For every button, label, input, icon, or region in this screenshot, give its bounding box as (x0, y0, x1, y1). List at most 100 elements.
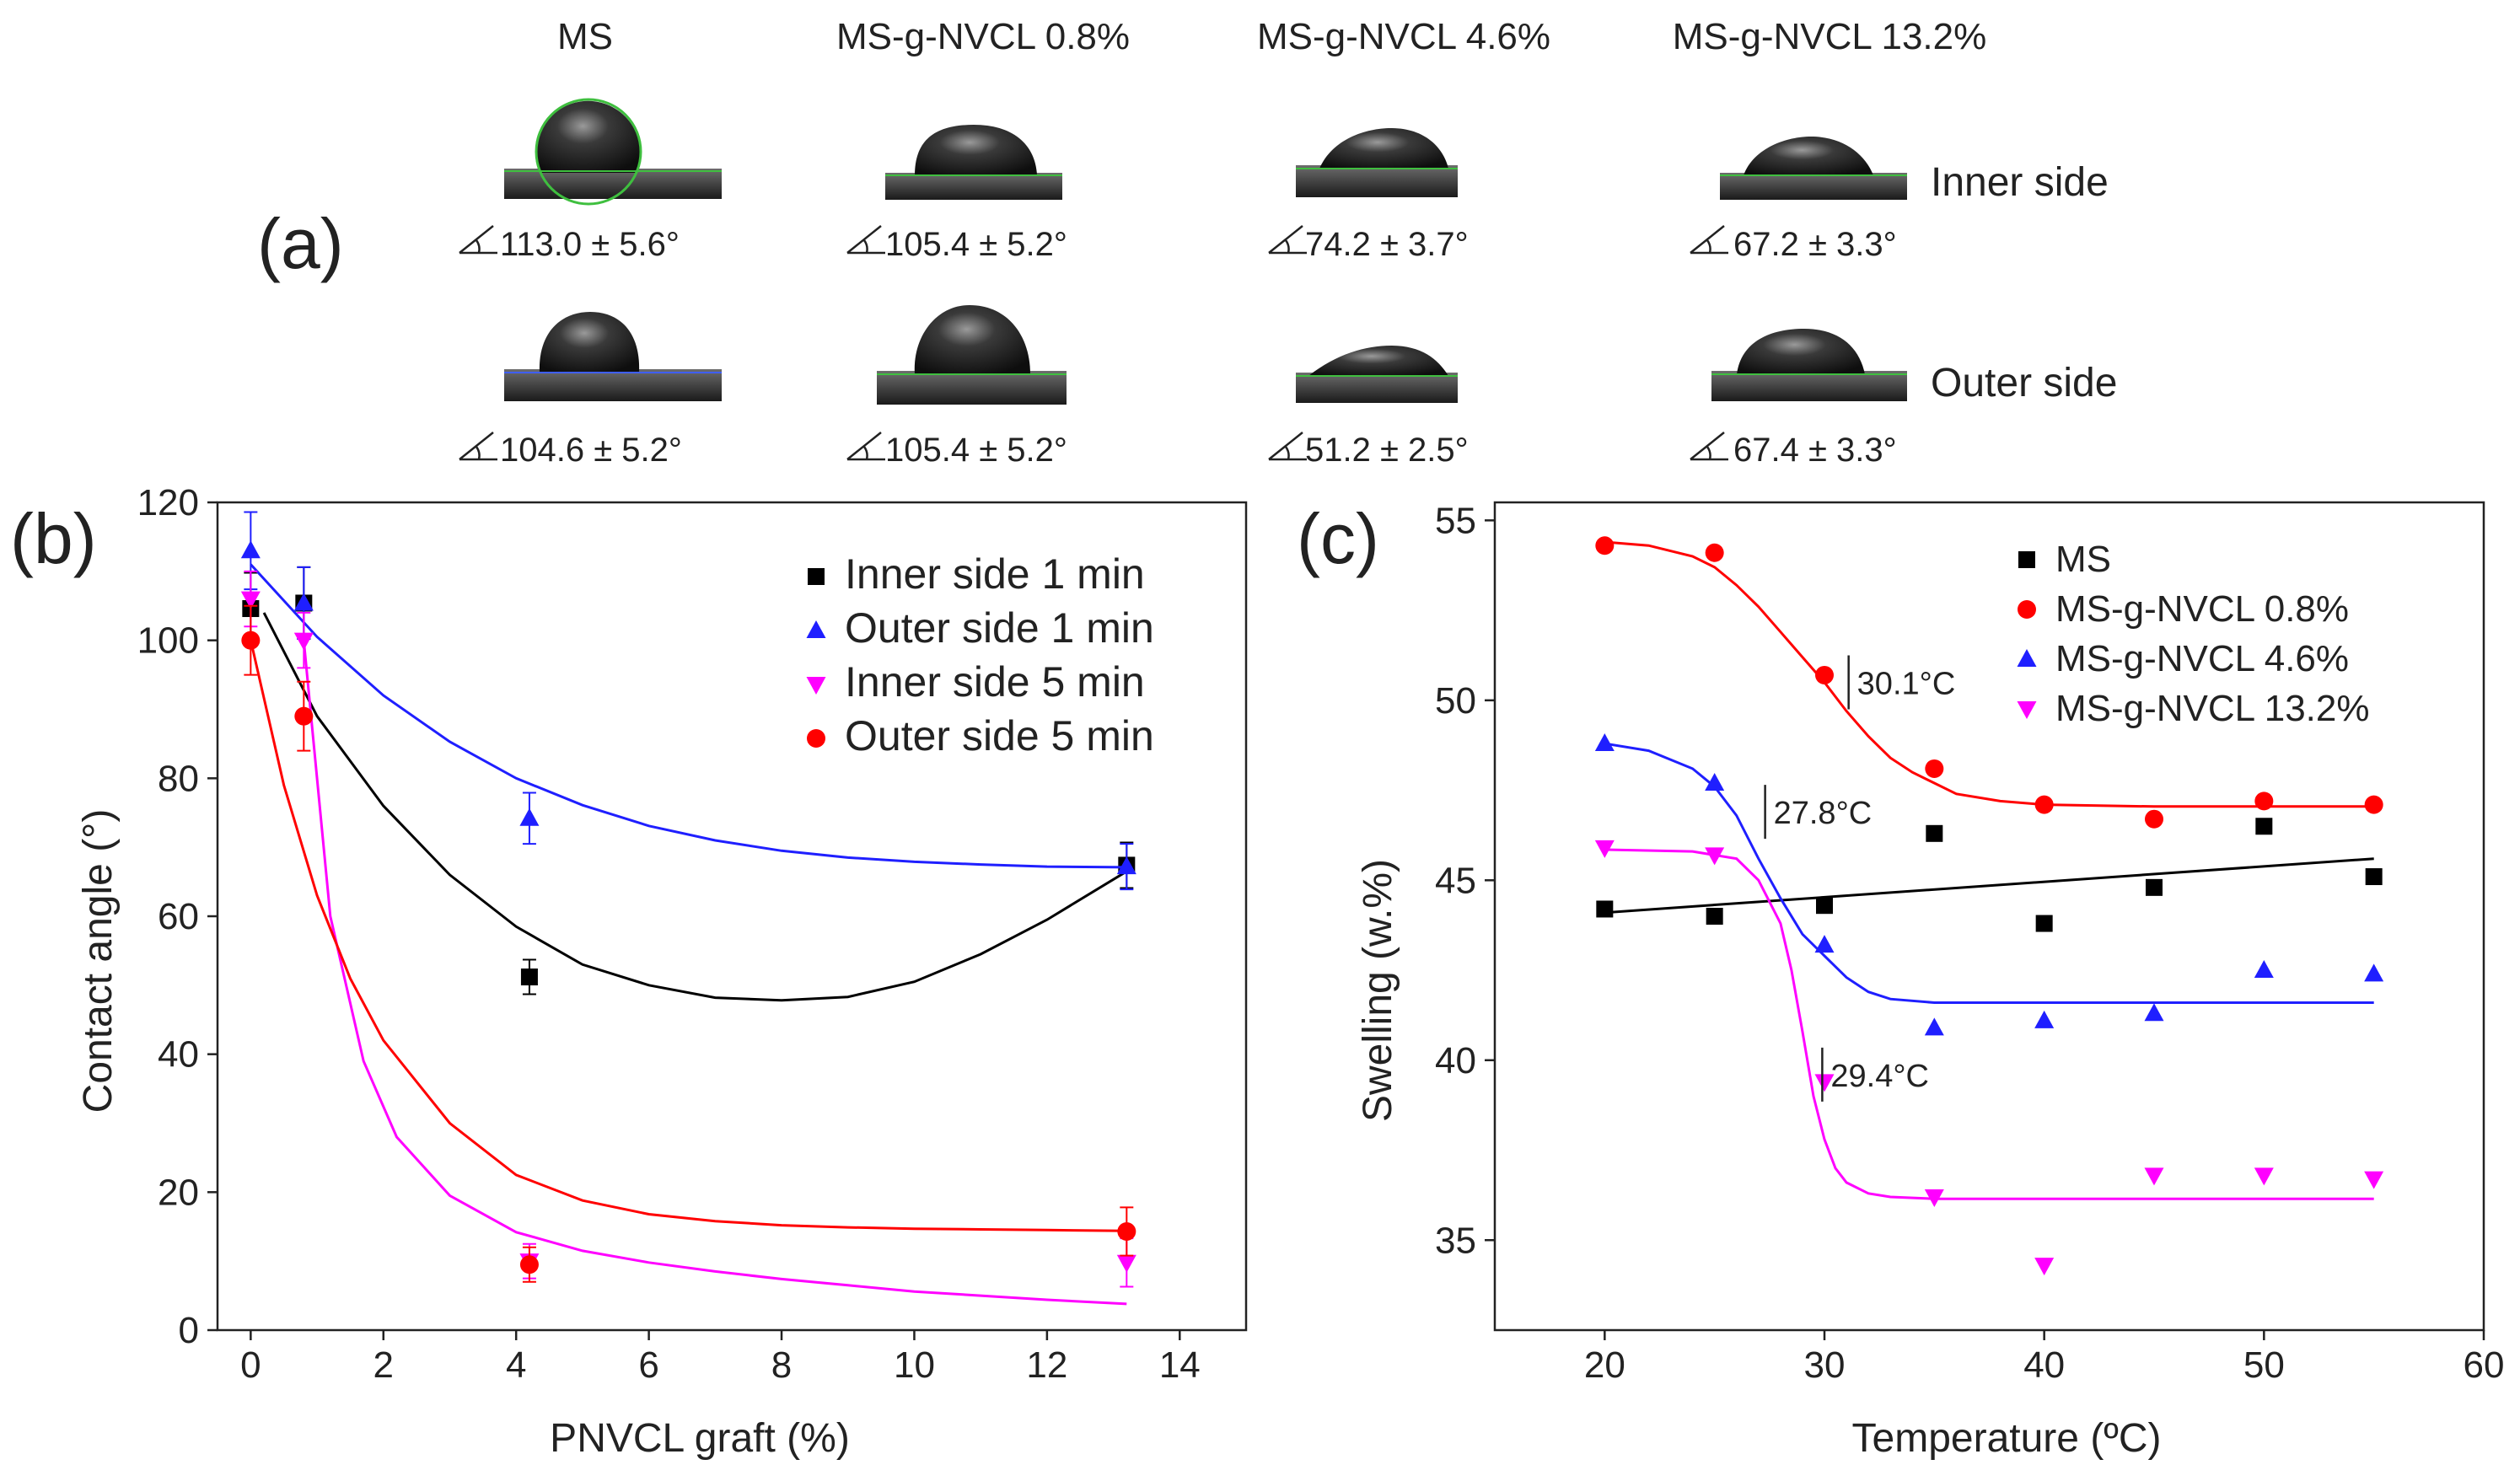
chart-c-ms-g-nvcl-0-8-point (1705, 543, 1724, 562)
chart-c-ms-g-nvcl-0-8-point (1595, 536, 1615, 555)
droplet-photo-inner-ms (504, 98, 722, 206)
column-header-ms: MS (557, 16, 613, 57)
chart-c-ms-g-nvcl-13-2-point (1924, 1189, 1944, 1208)
chart-c-x-tick-label: 40 (2023, 1344, 2065, 1386)
droplet-photo-outer-nvcl-0-8 (877, 305, 1067, 405)
angle-inner-nvcl-4-6: 74.2 ± 3.7° (1305, 226, 1469, 263)
panel-b-plot: 0 2 4 6 8 10 12 14 0 20 40 60 80 100 120 Inner side 1 m… (137, 482, 1248, 1386)
chart-b-x-tick-label: 14 (1159, 1344, 1201, 1386)
angle-outer-nvcl-4-6: 51.2 ± 2.5° (1305, 432, 1469, 469)
chart-c-ms-point (2255, 818, 2273, 835)
chart-b-outer-side-1-min-point (1116, 856, 1136, 875)
chart-c-x-tick-label: 20 (1584, 1344, 1625, 1386)
chart-c-ms-g-nvcl-4-6-point (2144, 1003, 2164, 1022)
chart-c-transition-label: 30.1°C (1857, 666, 1956, 701)
chart-b-outer-side-5-min-point (294, 706, 314, 726)
panel-c-label: (c) (1297, 499, 1379, 578)
chart-c-ms-g-nvcl-0-8-point (2034, 795, 2054, 814)
panel-b: (b) Contact angle (°) PNVCL graft (%) 0 2… (10, 482, 1248, 1461)
chart-b-legend-marker-outer-side-5-min (807, 729, 825, 748)
chart-c-transition-label: 29.4°C (1830, 1059, 1929, 1094)
chart-b-y-tick-label: 80 (158, 758, 199, 799)
chart-c-ms-point (2035, 915, 2053, 932)
panel-b-y-axis-label: Contact angle (°) (76, 809, 121, 1113)
chart-c-ms-g-nvcl-4-6-point (2364, 963, 2384, 982)
chart-b-outer-side-5-min-fit-line (249, 640, 1127, 1232)
chart-c-ms-g-nvcl-4-6-point (1924, 1017, 1944, 1036)
chart-b-legend-label-inner-side-5-min: Inner side 5 min (845, 658, 1145, 706)
chart-b-x-tick-label: 4 (506, 1344, 526, 1386)
chart-c-ms-g-nvcl-13-2-point (1594, 840, 1615, 858)
chart-c-ms-g-nvcl-4-6-point (1705, 773, 1725, 791)
chart-c-y-tick-label: 40 (1435, 1040, 1476, 1081)
chart-c-ms-g-nvcl-13-2-fit-line (1604, 848, 2374, 1200)
chart-c-x-tick-label: 50 (2243, 1344, 2285, 1386)
chart-b-legend-label-outer-side-5-min: Outer side 5 min (845, 712, 1154, 759)
angle-outer-nvcl-0-8: 105.4 ± 5.2° (885, 432, 1067, 469)
chart-c-ms-point (1706, 908, 1723, 925)
chart-c-plot-frame (1493, 501, 2485, 1332)
row-label-inner: Inner side (1931, 160, 2109, 205)
chart-b-y-tick-label: 40 (158, 1034, 199, 1076)
chart-b-outer-side-1-min-point (240, 540, 261, 559)
chart-b-y-tick-label: 60 (158, 896, 199, 937)
chart-c-ms-g-nvcl-13-2-point (2364, 1171, 2384, 1189)
chart-c-x-tick-label: 60 (2464, 1344, 2505, 1386)
chart-b-inner-side-1-min-point (520, 969, 538, 986)
angle-inner-nvcl-0-8: 105.4 ± 5.2° (885, 226, 1067, 263)
angle-outer-nvcl-13-2: 67.4 ± 3.3° (1733, 432, 1897, 469)
chart-b-y-tick-label: 0 (179, 1310, 199, 1351)
chart-c-y-tick-label: 35 (1435, 1220, 1476, 1261)
chart-b-outer-side-5-min-point (1117, 1221, 1136, 1241)
chart-c-ms-g-nvcl-0-8-point (2254, 791, 2274, 811)
chart-c-ms-g-nvcl-13-2-point (1814, 1074, 1835, 1092)
chart-c-ms-point (1926, 824, 1943, 842)
chart-b-outer-side-5-min-point (241, 630, 261, 650)
chart-c-ms-g-nvcl-4-6-point (1814, 935, 1835, 953)
chart-b-x-tick-label: 0 (240, 1344, 261, 1386)
column-header-nvcl-13-2: MS-g-NVCL 13.2% (1673, 16, 1987, 57)
panel-c-y-axis-label: Swelling (w.%) (1356, 859, 1400, 1122)
panel-c-x-axis-label: Temperature (ºC) (1852, 1416, 2162, 1461)
chart-c-legend-marker-ms-g-nvcl-4-6 (2017, 649, 2037, 667)
chart-b-legend-label-outer-side-1-min: Outer side 1 min (845, 604, 1154, 652)
chart-c-ms-fit-line (1604, 857, 2374, 915)
chart-c-ms-g-nvcl-4-6-point (2034, 1010, 2055, 1028)
chart-c-ms-g-nvcl-4-6-point (2254, 960, 2274, 979)
panel-b-label: (b) (10, 499, 97, 578)
chart-c-y-tick-label: 55 (1435, 500, 1476, 541)
chart-b-legend-marker-inner-side-5-min (806, 677, 826, 695)
chart-b-inner-side-5-min-fit-line (302, 640, 1127, 1306)
chart-b-legend-marker-inner-side-1-min (808, 568, 825, 585)
chart-c-legend-marker-ms-g-nvcl-0-8 (2018, 600, 2036, 619)
panel-a-label: (a) (257, 204, 344, 283)
chart-c-ms-g-nvcl-13-2-point (2144, 1167, 2164, 1186)
angle-icon (459, 225, 1728, 461)
chart-b-inner-side-5-min-point (293, 632, 314, 651)
chart-c-y-tick-label: 45 (1435, 860, 1476, 901)
chart-c-ms-g-nvcl-0-8-point (1925, 759, 1944, 778)
chart-b-x-tick-label: 12 (1026, 1344, 1067, 1386)
chart-c-ms-point (2146, 878, 2163, 896)
chart-b-x-tick-label: 8 (771, 1344, 792, 1386)
chart-c-legend-marker-ms-g-nvcl-13-2 (2017, 701, 2037, 719)
chart-b-outer-side-1-min-fit-line (250, 563, 1127, 869)
chart-c-ms-g-nvcl-0-8-point (2364, 795, 2383, 814)
chart-b-x-tick-label: 2 (373, 1344, 394, 1386)
droplet-photo-outer-nvcl-4-6 (1296, 346, 1458, 403)
chart-b-inner-side-5-min-point (1116, 1254, 1136, 1273)
panel-c-plot: 20 30 40 50 60 35 40 45 50 55 30.1°C 27.8°C 29.4°C MS… (1435, 500, 2504, 1386)
panel-c: (c) Swelling (w.%) Temperature (ºC) 20 30… (1297, 499, 2504, 1461)
chart-c-ms-g-nvcl-0-8-point (2145, 809, 2163, 829)
chart-b-y-tick-label: 120 (137, 482, 199, 523)
chart-b-x-tick-label: 10 (894, 1344, 935, 1386)
chart-b-inner-side-1-min-fit-line (262, 612, 1128, 1002)
chart-c-transition-label: 27.8°C (1774, 796, 1873, 831)
droplet-photo-inner-nvcl-4-6 (1296, 128, 1458, 197)
chart-c-ms-g-nvcl-13-2-point (2254, 1167, 2274, 1186)
chart-c-ms-point (2365, 868, 2383, 886)
panel-b-x-axis-label: PNVCL graft (%) (550, 1416, 850, 1461)
angle-outer-ms: 104.6 ± 5.2° (500, 432, 682, 469)
chart-b-y-tick-label: 20 (158, 1172, 199, 1213)
